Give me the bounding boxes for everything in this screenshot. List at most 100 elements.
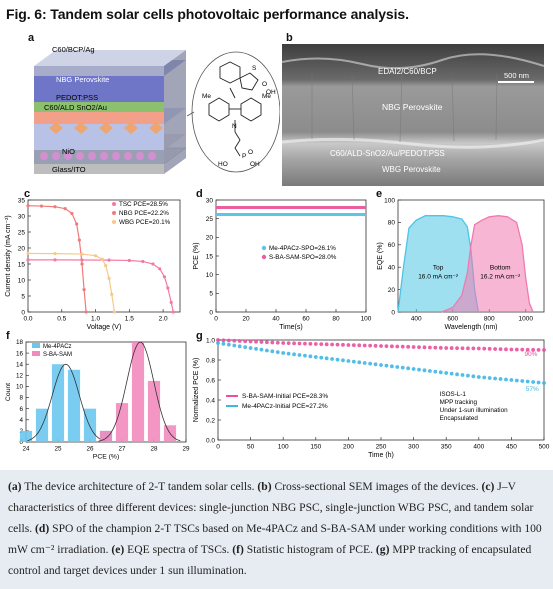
series-point-1 <box>53 205 57 209</box>
series-point-1 <box>80 262 84 266</box>
series-point-1 <box>226 342 231 347</box>
caption-tag-0: (a) <box>8 480 22 493</box>
layer-label-top-electrode: C60/BCP/Ag <box>52 45 95 54</box>
x-tick-label: 27 <box>118 445 126 452</box>
y-axis-label: Normalized PCE (%) <box>193 358 200 423</box>
legend-marker-1 <box>112 211 116 215</box>
legend-marker-1 <box>32 351 40 356</box>
series-point-1 <box>406 366 411 371</box>
series-point-1 <box>498 377 503 381</box>
x-axis-label: Wavelength (nm) <box>444 324 497 331</box>
series-point-0 <box>243 339 248 344</box>
series-point-0 <box>438 345 443 350</box>
caption-text-1: Cross-sectional SEM images of the device… <box>271 480 482 493</box>
x-tick-label: 80 <box>332 316 340 323</box>
y-tick-label: 20 <box>18 245 26 252</box>
series-point-0 <box>216 338 220 342</box>
series-point-0 <box>232 338 237 343</box>
series-point-1 <box>466 373 470 378</box>
plot-frame <box>27 199 181 313</box>
series-point-0 <box>498 347 503 352</box>
molecule-structure <box>208 61 262 157</box>
fit-curve-1 <box>98 341 181 442</box>
legend-label-0: TSC PCE=28.5% <box>119 201 168 208</box>
series-point-1 <box>292 352 296 357</box>
histogram-bar-0 <box>19 430 33 442</box>
caption-text-2: J–V characteristics of three different d… <box>8 480 534 535</box>
layer-label-nio: NiO <box>62 147 75 156</box>
panel-g: g 0 50 100 150 200 250 300 350 400 450 500 0.0 0.2 0.… <box>192 330 550 468</box>
series-point-0 <box>422 345 427 350</box>
histogram-bar-0 <box>83 408 97 442</box>
series-point-1 <box>389 364 394 369</box>
series-point-0 <box>158 267 162 271</box>
series-point-1 <box>460 373 465 377</box>
x-tick-label: 25 <box>54 445 62 452</box>
y-tick-label: 80 <box>388 220 396 227</box>
x-axis-label: Time(s) <box>279 324 302 331</box>
annotation-condition-2: Under 1-sun illumination <box>440 407 508 414</box>
series-point-0 <box>107 258 111 262</box>
y-tick-label: 35 <box>18 197 26 204</box>
series-point-0 <box>141 259 145 264</box>
series-point-0 <box>53 258 57 262</box>
series-point-1 <box>75 222 79 226</box>
y-tick-label: 5 <box>21 293 25 300</box>
y-tick-label: 0.2 <box>206 417 215 424</box>
series-point-0 <box>303 341 307 346</box>
x-tick-label: 2.0 <box>159 316 168 323</box>
y-tick-label: 6 <box>19 406 23 413</box>
series-point-0 <box>26 258 30 262</box>
series-point-1 <box>63 207 67 211</box>
chart-d: 0 20 40 60 80 100 0 5 10 15 20 25 30 Time(s) PCE (%) Me… <box>193 197 372 331</box>
histogram-bar-1 <box>99 430 113 442</box>
series-point-0 <box>254 339 258 344</box>
y-tick-label: 0.8 <box>206 357 215 364</box>
y-axis-label: PCE (%) <box>193 242 200 269</box>
x-tick-label: 40 <box>272 316 280 323</box>
series-point-0 <box>221 338 226 343</box>
series-point-2 <box>100 257 104 261</box>
series-point-0 <box>482 346 487 351</box>
caption-tag-4: (e) <box>111 543 125 556</box>
sem-label-wbg: WBG Perovskite <box>382 165 441 174</box>
series-point-0 <box>487 346 492 351</box>
series-area-1 <box>441 215 534 312</box>
y-tick-label: 0 <box>391 309 395 316</box>
y-tick-label: 0.6 <box>206 377 215 384</box>
molecule-me-right: Me <box>262 93 271 100</box>
series-point-1 <box>428 369 432 373</box>
caption-tag-2: (c) <box>481 480 495 493</box>
layer-label-pedot: PEDOT:PSS <box>56 93 98 102</box>
chart-g: 0 50 100 150 200 250 300 350 400 450 500 0.0 0.2 0.4 0… <box>193 337 550 459</box>
y-tick-label: 100 <box>384 197 395 204</box>
series-point-0 <box>265 340 269 345</box>
y-tick-label: 16 <box>16 350 24 357</box>
x-tick-label: 350 <box>441 444 452 451</box>
series-point-1 <box>351 359 356 364</box>
series-point-0 <box>151 262 155 266</box>
histogram-bar-1 <box>115 403 129 442</box>
series-point-1 <box>482 375 487 380</box>
series-point-1 <box>438 370 443 375</box>
sem-label-interconnect: C60/ALD-SnO2/Au/PEDOT:PSS <box>330 149 445 158</box>
y-tick-label: 4 <box>19 417 23 424</box>
chart-f: 242526272829024681012141618PCE (%)CountM… <box>5 339 190 461</box>
y-tick-label: 20 <box>206 235 214 242</box>
sem-image: 500 nm EDAI2/C60/BCP NBG Perovskite C60/… <box>282 44 545 186</box>
molecule-atom-oh2: OH <box>250 161 260 168</box>
x-axis-label: PCE (%) <box>93 454 119 461</box>
x-tick-label: 26 <box>86 445 94 452</box>
series-point-0 <box>411 345 416 349</box>
series-point-1 <box>265 348 269 353</box>
x-tick-label: 450 <box>506 444 517 451</box>
series-point-0 <box>466 346 470 351</box>
series-point-0 <box>395 344 400 349</box>
series-point-0 <box>362 343 367 348</box>
annotation-top-value: 16.0 mA cm⁻² <box>418 273 459 280</box>
series-point-0 <box>127 258 131 263</box>
series-line-2 <box>27 252 116 313</box>
x-tick-label: 1.5 <box>125 316 134 323</box>
y-tick-label: 30 <box>18 213 26 220</box>
y-tick-label: 10 <box>206 272 214 279</box>
